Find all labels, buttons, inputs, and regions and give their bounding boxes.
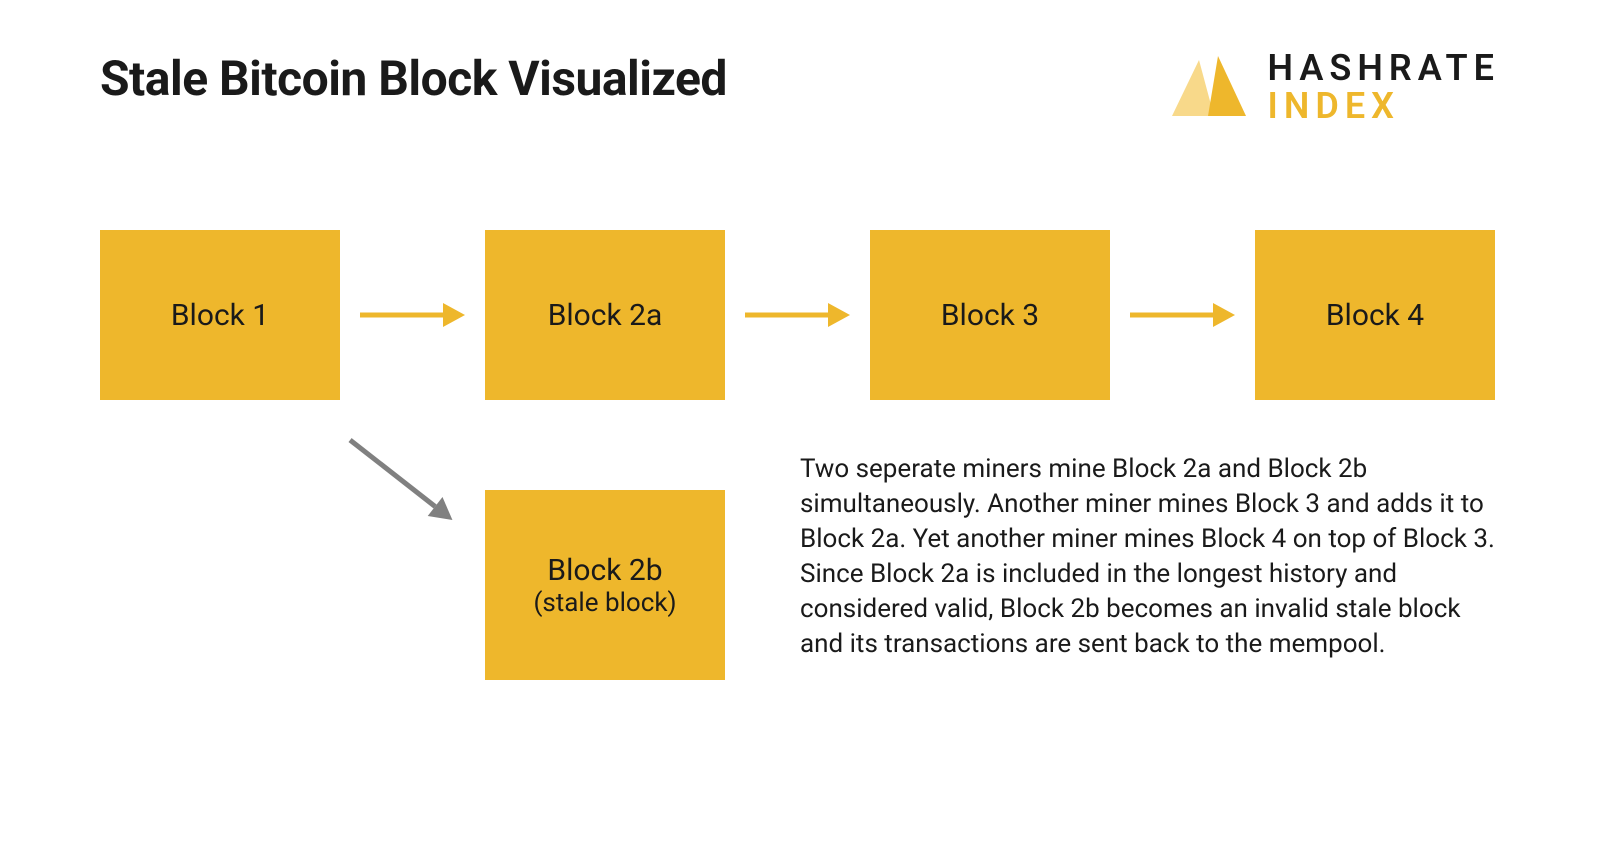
brand-logo: HASHRATE INDEX [1166, 50, 1500, 126]
block-label: Block 4 [1326, 298, 1424, 333]
blockchain-diagram: Block 1 Block 2a Block 3 Block 4 Block 2b(st… [100, 200, 1500, 801]
logo-triangle-right [1208, 56, 1246, 116]
block-label: Block 1 [171, 298, 269, 333]
arrow-a2 [745, 295, 850, 335]
hashrate-index-icon [1166, 56, 1250, 120]
page-title: Stale Bitcoin Block Visualized [100, 50, 727, 107]
logo-triangle-left [1172, 60, 1214, 116]
block-b2a: Block 2a [485, 230, 725, 400]
header: Stale Bitcoin Block Visualized HASHRATE … [100, 50, 1500, 126]
block-b3: Block 3 [870, 230, 1110, 400]
arrow-a1 [360, 295, 465, 335]
block-label: Block 3 [941, 298, 1039, 333]
logo-text: HASHRATE INDEX [1268, 50, 1500, 126]
logo-text-line2: INDEX [1268, 88, 1500, 126]
arrow-a4 [338, 424, 465, 536]
block-b1: Block 1 [100, 230, 340, 400]
block-b4: Block 4 [1255, 230, 1495, 400]
block-b2b: Block 2b(stale block) [485, 490, 725, 680]
block-sublabel: (stale block) [533, 588, 676, 618]
block-label: Block 2a [548, 298, 663, 333]
diagram-description: Two seperate miners mine Block 2a and Bl… [800, 452, 1500, 663]
logo-text-line1: HASHRATE [1268, 50, 1500, 88]
arrow-a3 [1130, 295, 1235, 335]
block-label: Block 2b [547, 553, 662, 588]
